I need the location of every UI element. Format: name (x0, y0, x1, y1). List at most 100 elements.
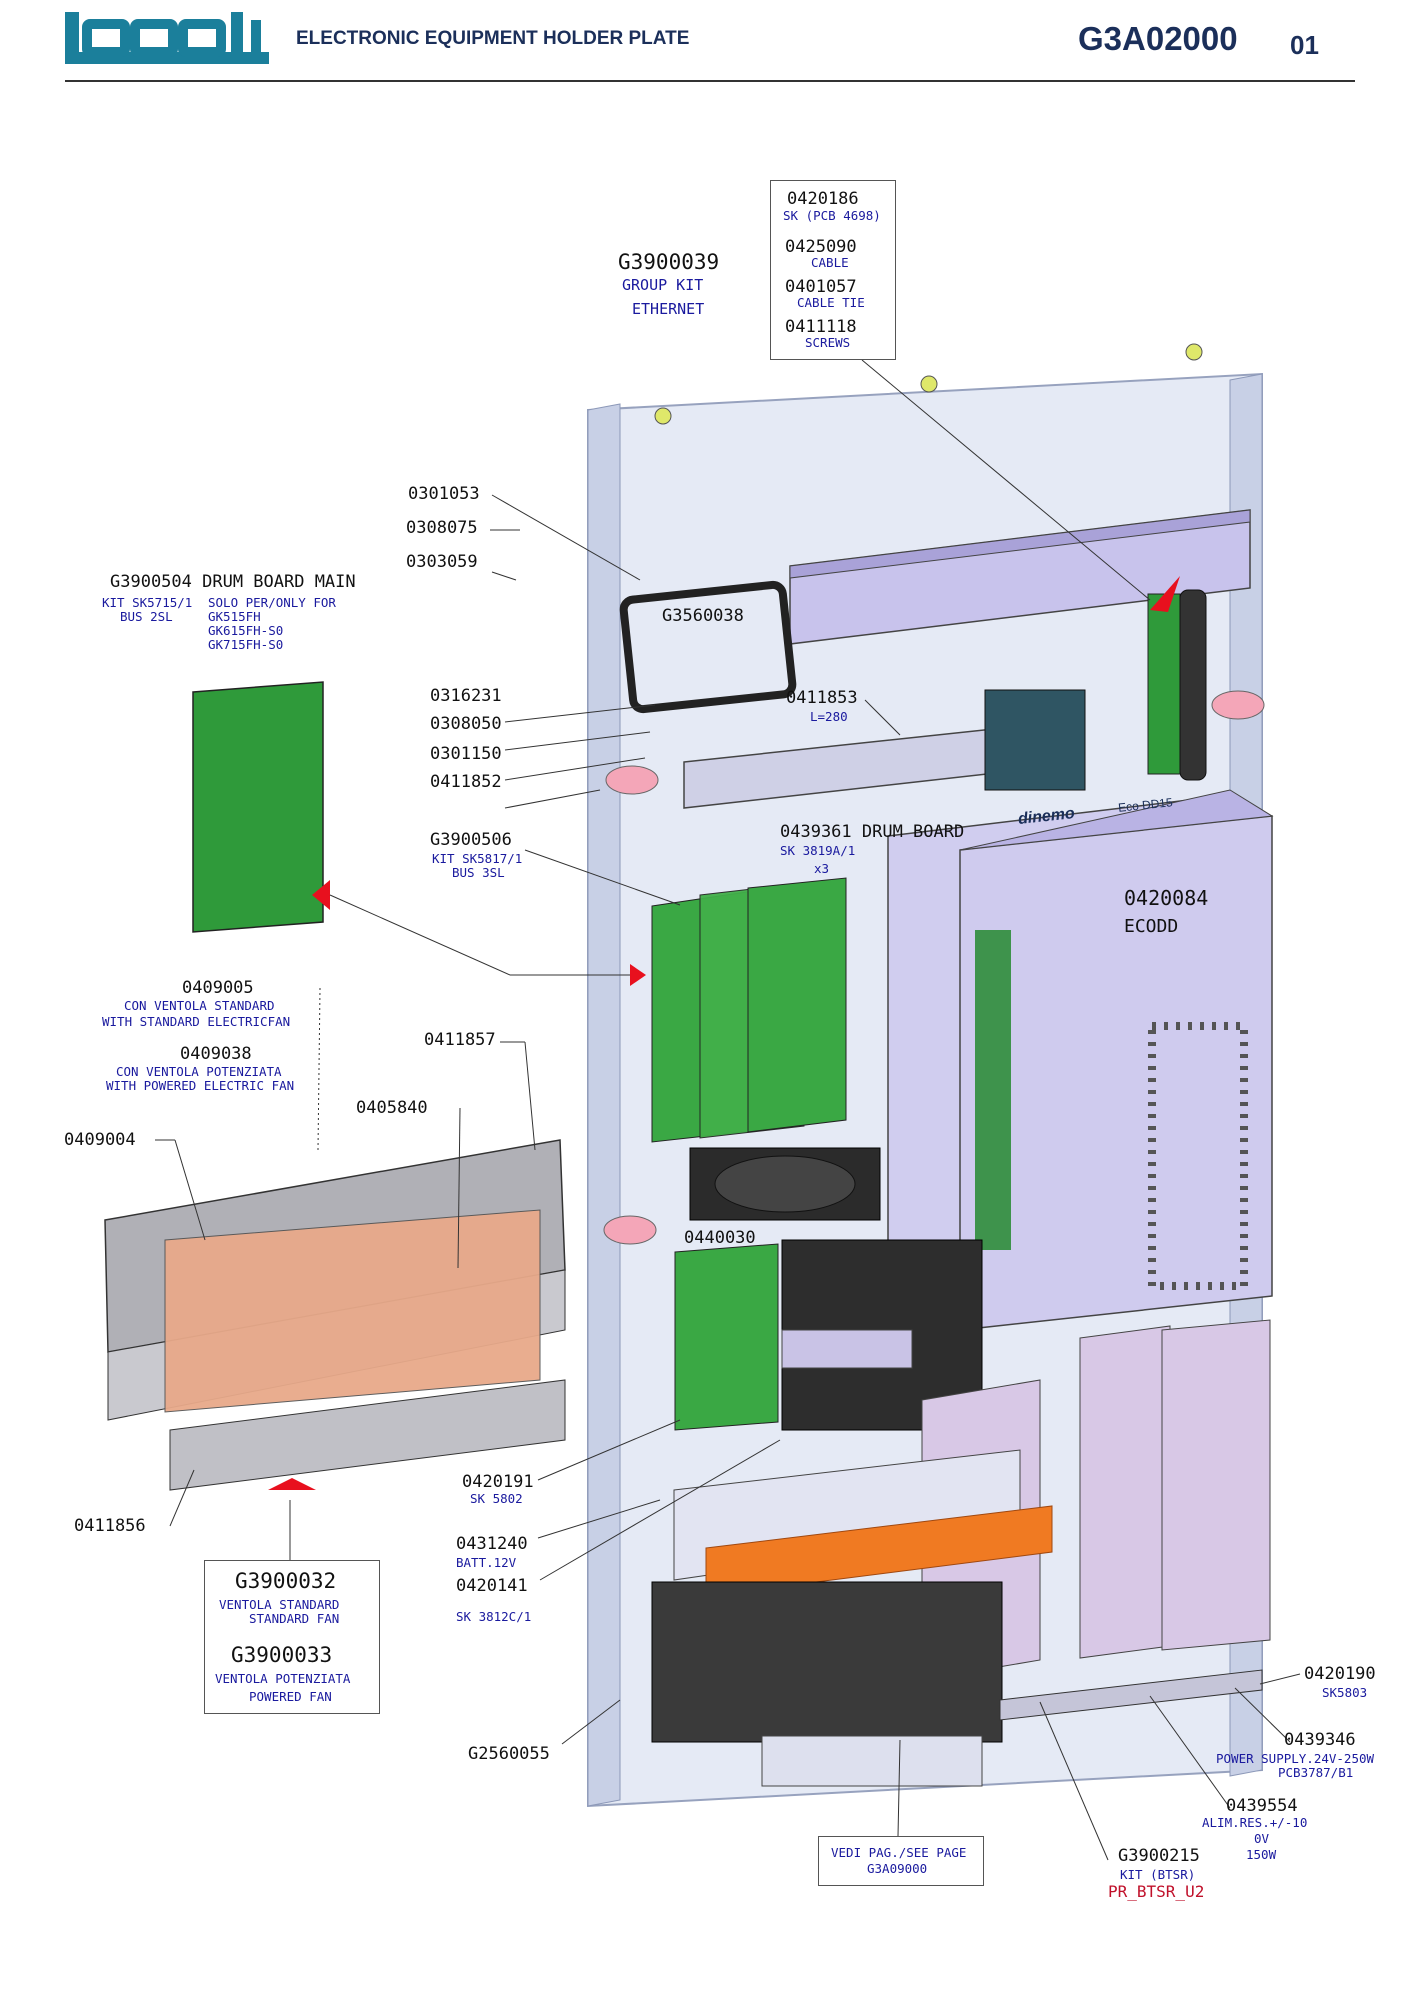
fan-blades (714, 1155, 856, 1213)
see-page-box: VEDI PAG./SEE PAGE G3A09000 (818, 1836, 984, 1886)
ethernet-item-code: 0420186 (787, 189, 859, 209)
part-label: G3900215 (1118, 1846, 1200, 1866)
part-label: 0439361 DRUM BOARD (780, 822, 965, 842)
part-label: 0409004 (64, 1130, 136, 1150)
leader-line (504, 731, 651, 751)
drum-board-main-kit: KIT SK5715/1 (102, 595, 193, 610)
pink-clamp (605, 765, 659, 795)
part-sublabel: BATT.12V (456, 1555, 517, 1570)
ethernet-item-desc: SCREWS (805, 335, 851, 350)
leader-line (524, 849, 681, 906)
part-sublabel: SK 5802 (470, 1491, 523, 1506)
ethernet-kit-line1: GROUP KIT (622, 276, 704, 294)
part-sublabel: 0V (1254, 1831, 1270, 1846)
header-rule (65, 80, 1355, 82)
terminal-strip-orange (705, 1505, 1053, 1597)
part-label: 0409038 (180, 1044, 252, 1064)
part-label: 0440030 (684, 1228, 756, 1248)
ethernet-item-desc: CABLE (811, 255, 849, 270)
pointer-arrow (312, 880, 330, 910)
ethernet-item-desc: SK (PCB 4698) (783, 208, 881, 223)
part-sublabel: CON VENTOLA STANDARD (124, 998, 275, 1013)
part-sublabel: KIT SK5817/1 (432, 851, 523, 866)
leader-line (1149, 1695, 1231, 1809)
part-sublabel: ALIM.RES.+/-10 (1202, 1815, 1308, 1830)
pointer-arrow (630, 964, 646, 986)
part-sublabel: SK5803 (1322, 1685, 1368, 1700)
pink-clamp (603, 1215, 657, 1245)
drum-board-main-title: G3900504 DRUM BOARD MAIN (110, 572, 356, 592)
part-label: 0420141 (456, 1576, 528, 1596)
fan-kit-desc: VENTOLA STANDARD (219, 1597, 340, 1612)
drum-board-pcb (747, 877, 847, 1133)
relay-contactors (164, 1209, 541, 1413)
drum-board-main-solo: SOLO PER/ONLY FOR (208, 595, 336, 610)
leader-line (1039, 1701, 1109, 1861)
leader-line (504, 789, 601, 809)
part-sublabel: PCB3787/B1 (1278, 1765, 1354, 1780)
part-sublabel: WITH POWERED ELECTRIC FAN (106, 1078, 295, 1093)
ethernet-kit-code: G3900039 (618, 250, 720, 274)
leader-line (169, 1469, 195, 1527)
plate-screw (654, 407, 672, 425)
fan-kit-code: G3900032 (235, 1569, 337, 1593)
document-title: ELECTRONIC EQUIPMENT HOLDER PLATE (296, 28, 690, 49)
plate-left-flange (587, 403, 621, 1807)
see-page-line2: G3A09000 (867, 1861, 928, 1876)
part-label: G3900506 (430, 830, 512, 850)
battery-strap (781, 1329, 913, 1369)
leader-line (491, 494, 641, 581)
leader-line (329, 894, 511, 976)
part-label: 0316231 (430, 686, 502, 706)
part-label: 0411853 (786, 688, 858, 708)
dinemo-small-module (1179, 589, 1207, 781)
grommet-frame (619, 580, 797, 714)
part-label: 0409005 (182, 978, 254, 998)
part-label: G2560055 (468, 1744, 550, 1764)
part-label: 0301150 (430, 744, 502, 764)
drum-board-main-model: GK615FH-S0 (208, 623, 284, 638)
part-sublabel: KIT (BTSR) (1120, 1867, 1196, 1882)
leader-line (537, 1499, 661, 1539)
see-page-line1: VEDI PAG./SEE PAGE (831, 1845, 967, 1860)
leader-line (897, 1739, 901, 1837)
drum-board-main-bus: BUS 2SL (120, 609, 173, 624)
part-label: 0411857 (424, 1030, 496, 1050)
lonati-logo: lonati (65, 10, 275, 68)
lonati-logo-graphic: lonati (65, 10, 275, 68)
leader-line (491, 571, 517, 581)
part-label: 0303059 (406, 552, 478, 572)
part-label: 0420191 (462, 1472, 534, 1492)
leader-line (504, 704, 656, 723)
leader-line (537, 1419, 681, 1481)
pointer-arrow (1150, 576, 1180, 612)
leader-line (457, 1107, 461, 1269)
part-label: ECODD (1124, 916, 1179, 937)
part-sublabel: CON VENTOLA POTENZIATA (116, 1064, 282, 1079)
document-code: G3A02000 (1078, 20, 1238, 57)
part-label: 0439346 (1284, 1730, 1356, 1750)
part-sublabel: SK 3812C/1 (456, 1609, 532, 1624)
sk5802-board (674, 1243, 779, 1431)
part-label: 0439554 (1226, 1796, 1298, 1816)
ethernet-item-code: 0401057 (785, 277, 857, 297)
pointer-arrow (268, 1478, 316, 1490)
plate-screw (1185, 343, 1203, 361)
part-sublabel: x3 (814, 861, 830, 876)
part-label: 0301053 (408, 484, 480, 504)
leader-line (504, 757, 646, 781)
leader-line (861, 359, 1151, 601)
ecodd-vent-slots (1148, 1022, 1248, 1290)
pink-clamp (1211, 690, 1265, 720)
part-label: 0420084 (1124, 886, 1209, 910)
leader-line (317, 987, 321, 1151)
fan-kit-code: G3900033 (231, 1643, 333, 1667)
ethernet-item-code: 0411118 (785, 317, 857, 337)
ethernet-kit-box: 0420186 SK (PCB 4698) 0425090 CABLE 0401… (770, 180, 896, 360)
part-label: 0308050 (430, 714, 502, 734)
plate-screw (920, 375, 938, 393)
leader-line (561, 1699, 621, 1745)
part-label: 0411856 (74, 1516, 146, 1536)
part-sublabel: L=280 (810, 709, 848, 724)
